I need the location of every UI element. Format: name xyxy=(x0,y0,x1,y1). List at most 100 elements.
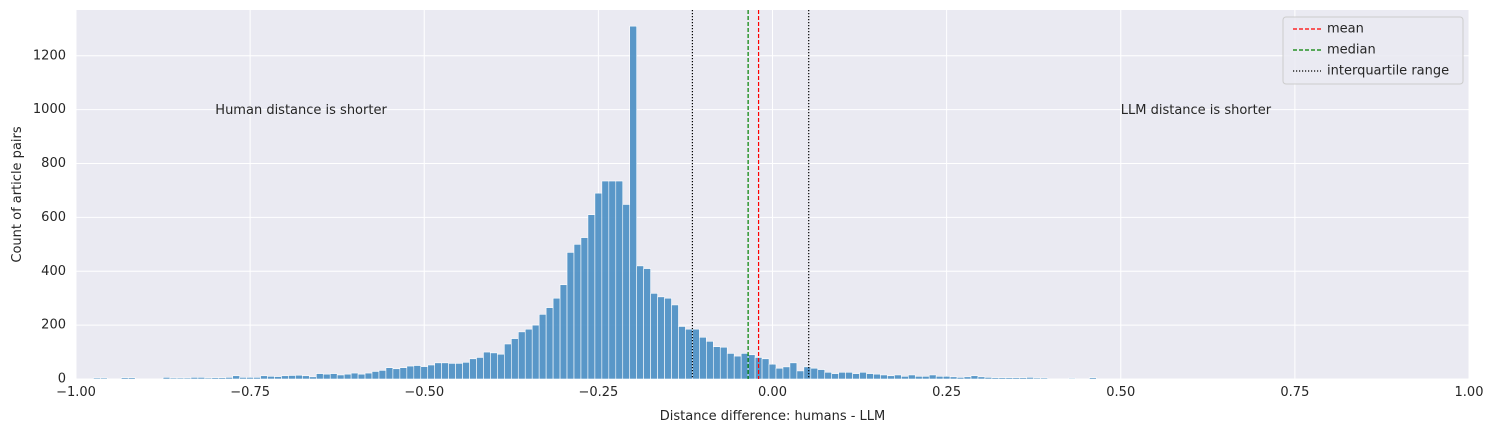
histogram-bar xyxy=(295,374,303,380)
reference-lines xyxy=(691,10,810,379)
histogram-bar xyxy=(636,265,644,380)
x-tick-label: −0.25 xyxy=(578,385,618,400)
histogram-bars xyxy=(93,25,1097,380)
histogram-bar xyxy=(1019,377,1028,380)
histogram-bar xyxy=(622,204,631,380)
histogram-bar xyxy=(657,296,665,380)
histogram-bar xyxy=(267,376,275,380)
histogram-bar xyxy=(901,376,909,380)
histogram-bar xyxy=(469,358,477,380)
histogram-bar xyxy=(566,252,575,380)
histogram-bar xyxy=(733,355,742,380)
legend-label: mean xyxy=(1327,22,1364,37)
histogram-bar xyxy=(343,373,352,380)
histogram-bar xyxy=(594,192,603,380)
histogram-bar xyxy=(190,377,199,380)
histogram-bar xyxy=(747,354,756,380)
annotation-llm-shorter: LLM distance is shorter xyxy=(1121,103,1272,118)
histogram-bar xyxy=(803,366,812,380)
y-tick-labels: 0 200 400 600 800 1000 1200 xyxy=(33,48,66,386)
histogram-bar xyxy=(587,214,596,380)
histogram-bar xyxy=(615,180,624,380)
histogram-bar xyxy=(183,377,192,380)
histogram-bar xyxy=(761,358,770,380)
histogram-bar xyxy=(434,362,442,380)
histogram-bar xyxy=(329,373,338,380)
histogram-bar xyxy=(608,180,617,380)
histogram-bar xyxy=(246,377,254,380)
histogram-bar xyxy=(894,374,902,380)
histogram-bar xyxy=(364,372,373,380)
histogram-bar xyxy=(497,353,505,380)
histogram-bar xyxy=(984,377,993,380)
x-tick-label: −1.00 xyxy=(56,385,96,400)
x-axis-label: Distance difference: humans - LLM xyxy=(660,409,886,424)
histogram-bar xyxy=(991,377,1000,380)
histogram-bar xyxy=(538,314,547,380)
histogram-bar xyxy=(963,376,972,380)
histogram-bar xyxy=(448,363,456,380)
histogram-bar xyxy=(845,371,853,380)
histogram-bar xyxy=(162,377,171,380)
annotation-human-shorter: Human distance is shorter xyxy=(215,103,387,118)
histogram-bar xyxy=(545,307,554,380)
histogram-bar xyxy=(169,377,178,380)
x-tick-label: 0.00 xyxy=(758,385,787,400)
y-tick-label: 800 xyxy=(41,156,66,171)
histogram-bar xyxy=(176,377,185,380)
histogram-bar xyxy=(232,375,240,380)
histogram-bar xyxy=(914,376,923,380)
histogram-bar xyxy=(260,375,268,380)
annotations: Human distance is shorter LLM distance i… xyxy=(215,103,1271,118)
histogram-bar xyxy=(288,375,296,380)
histogram-bar xyxy=(420,366,429,380)
histogram-bar xyxy=(385,367,394,380)
x-tick-label: 0.50 xyxy=(1106,385,1135,400)
histogram-bar xyxy=(378,370,387,380)
histogram-bar xyxy=(1089,377,1097,380)
x-tick-label: 0.25 xyxy=(932,385,961,400)
y-tick-label: 1000 xyxy=(33,102,66,117)
histogram-bar xyxy=(392,368,401,380)
histogram-bar xyxy=(511,338,519,380)
histogram-bar xyxy=(225,377,234,380)
histogram-bar xyxy=(726,353,735,380)
x-tick-label: −0.75 xyxy=(230,385,270,400)
histogram-bar xyxy=(1033,377,1041,380)
histogram-bar xyxy=(552,297,561,380)
histogram-bar xyxy=(413,365,422,380)
histogram-bar xyxy=(371,371,380,380)
histogram-bar xyxy=(441,362,449,380)
x-tick-label: −0.50 xyxy=(404,385,444,400)
histogram-bar xyxy=(127,377,136,380)
x-tick-label: 0.75 xyxy=(1280,385,1309,400)
histogram-bar xyxy=(253,377,261,380)
histogram-bar xyxy=(887,375,895,380)
legend-label: interquartile range xyxy=(1327,64,1449,79)
histogram-bar xyxy=(789,362,798,380)
histogram-bar xyxy=(531,324,540,380)
histogram-bar xyxy=(692,328,700,380)
histogram-bar xyxy=(838,371,846,380)
histogram-bar xyxy=(462,362,470,380)
y-tick-label: 400 xyxy=(41,264,66,279)
legend-label: median xyxy=(1327,43,1376,58)
histogram-bar xyxy=(309,376,317,380)
x-tick-labels: −1.00 −0.75 −0.50 −0.25 0.00 0.25 0.50 0.75 1.00 xyxy=(56,385,1483,400)
histogram-bar xyxy=(671,304,679,380)
histogram-bar xyxy=(427,364,435,380)
histogram-bar xyxy=(1026,377,1034,380)
histogram-bar xyxy=(239,377,247,380)
histogram-bar xyxy=(218,377,227,380)
histogram-bar xyxy=(956,377,965,380)
histogram-bar xyxy=(100,377,108,380)
histogram-bar xyxy=(998,377,1007,380)
histogram-bar xyxy=(699,336,707,380)
histogram-bar xyxy=(782,366,791,380)
histogram-bar xyxy=(866,373,874,380)
histogram-bar xyxy=(399,367,408,380)
histogram-bar xyxy=(678,326,686,380)
histogram-bar xyxy=(796,370,805,380)
histogram-bar xyxy=(817,369,826,380)
histogram-bar xyxy=(949,376,958,380)
